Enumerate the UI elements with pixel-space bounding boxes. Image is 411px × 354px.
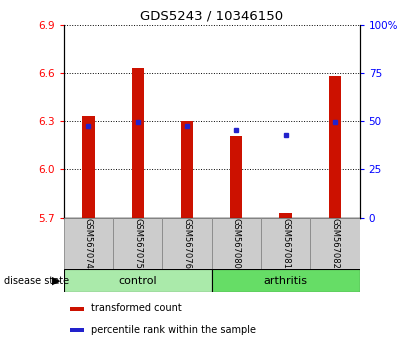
Text: GSM567081: GSM567081 <box>281 218 290 269</box>
Bar <box>70 307 84 311</box>
Bar <box>261 218 310 269</box>
Text: disease state: disease state <box>4 275 69 286</box>
Bar <box>64 269 212 292</box>
Bar <box>329 76 341 218</box>
Text: GSM567080: GSM567080 <box>232 218 241 269</box>
Bar <box>212 218 261 269</box>
Text: control: control <box>118 275 157 286</box>
Bar <box>162 218 212 269</box>
Text: GSM567082: GSM567082 <box>330 218 339 269</box>
Text: transformed count: transformed count <box>91 303 182 313</box>
Text: GSM567076: GSM567076 <box>182 218 192 269</box>
Bar <box>212 269 360 292</box>
Bar <box>70 328 84 332</box>
Text: GSM567075: GSM567075 <box>133 218 142 269</box>
Title: GDS5243 / 10346150: GDS5243 / 10346150 <box>140 9 283 22</box>
Bar <box>279 213 292 218</box>
Bar <box>181 121 193 218</box>
Text: arthritis: arthritis <box>263 275 308 286</box>
Text: percentile rank within the sample: percentile rank within the sample <box>91 325 256 335</box>
Text: GSM567074: GSM567074 <box>84 218 93 269</box>
Bar <box>82 116 95 218</box>
Bar <box>113 218 162 269</box>
Bar <box>132 68 144 218</box>
Text: ▶: ▶ <box>52 275 61 286</box>
Bar <box>310 218 360 269</box>
Bar <box>230 136 242 218</box>
Bar <box>64 218 113 269</box>
